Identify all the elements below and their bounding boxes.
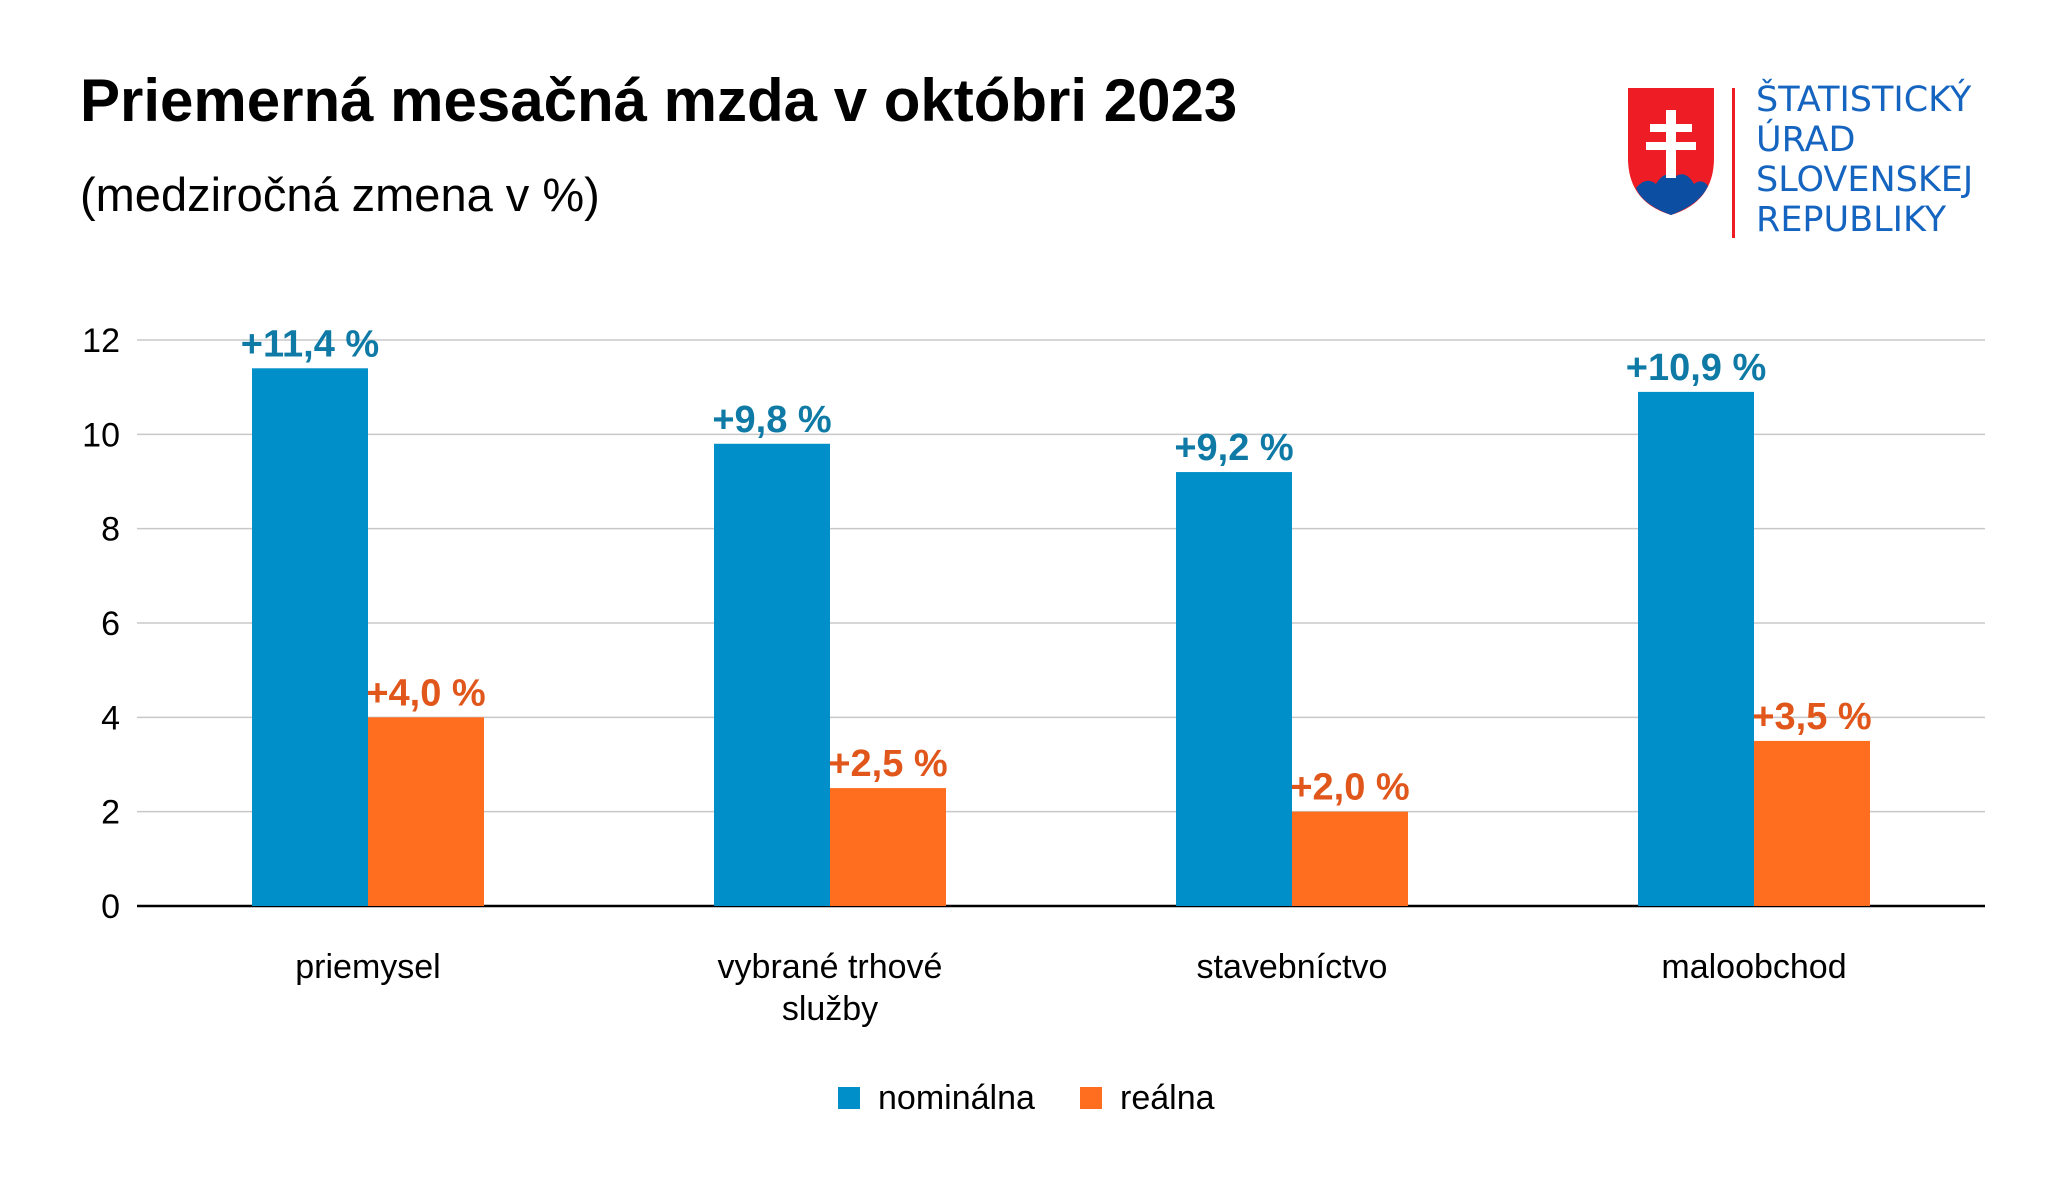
logo-line: ÚRAD xyxy=(1756,120,1856,160)
data-label: +9,8 % xyxy=(712,399,831,441)
logo-line: ŠTATISTICKÝ xyxy=(1756,80,1972,120)
legend-swatch xyxy=(838,1087,860,1109)
x-tick-label: maloobchod xyxy=(1661,948,1846,986)
legend-item: reálna xyxy=(1080,1078,1215,1118)
y-tick-label: 6 xyxy=(101,605,120,643)
data-label: +2,5 % xyxy=(828,743,947,785)
data-label: +4,0 % xyxy=(366,672,485,714)
bar-reálna xyxy=(830,788,946,906)
legend-label: nominálna xyxy=(878,1078,1035,1117)
x-tick-label: priemysel xyxy=(295,948,440,986)
logo-line: SLOVENSKEJ xyxy=(1756,160,1974,200)
bar-nominálna xyxy=(252,368,368,906)
chart-legend: nominálna reálna xyxy=(0,1078,2048,1118)
slovak-coat-of-arms-icon xyxy=(1628,88,1735,238)
data-label: +9,2 % xyxy=(1174,427,1293,469)
data-label: +10,9 % xyxy=(1626,347,1767,389)
legend-label: reálna xyxy=(1120,1078,1215,1117)
statistical-office-logo: ŠTATISTICKÝ ÚRAD SLOVENSKEJ REPUBLIKY xyxy=(1616,80,2016,245)
x-tick-label: stavebníctvo xyxy=(1197,948,1388,986)
y-tick-label: 8 xyxy=(101,511,120,549)
bar-nominálna xyxy=(1176,472,1292,906)
y-tick-label: 2 xyxy=(101,794,120,832)
bar-nominálna xyxy=(1638,391,1754,907)
x-tick-label: služby xyxy=(782,990,878,1028)
data-label: +3,5 % xyxy=(1752,696,1871,738)
y-tick-label: 4 xyxy=(101,699,120,737)
y-tick-label: 10 xyxy=(82,416,120,454)
chart-subtitle: (medziročná zmena v %) xyxy=(80,168,600,221)
bar-reálna xyxy=(1754,740,1870,906)
y-tick-label: 12 xyxy=(82,322,120,360)
bar-nominálna xyxy=(714,443,830,906)
legend-item: nominálna xyxy=(838,1078,1035,1118)
chart-title: Priemerná mesačná mzda v októbri 2023 xyxy=(80,67,1238,134)
x-tick-label: vybrané trhové xyxy=(718,948,943,986)
data-label: +11,4 % xyxy=(241,323,379,365)
logo-text: ŠTATISTICKÝ ÚRAD SLOVENSKEJ REPUBLIKY xyxy=(1756,80,1973,240)
logo-line: REPUBLIKY xyxy=(1756,200,1947,240)
bar-reálna xyxy=(368,717,484,906)
bar-reálna xyxy=(1292,811,1408,906)
legend-swatch xyxy=(1080,1087,1102,1109)
data-label: +2,0 % xyxy=(1290,767,1409,809)
y-tick-label: 0 xyxy=(101,888,120,926)
